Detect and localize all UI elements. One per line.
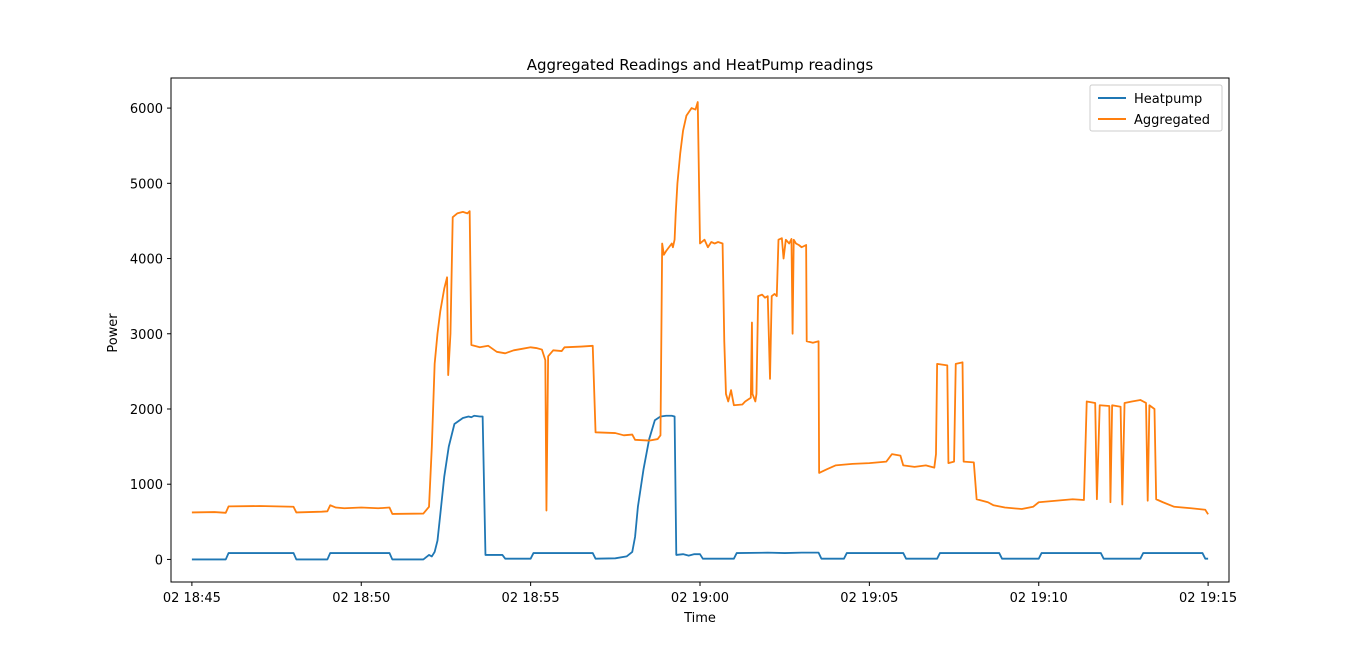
y-tick-label: 2000	[130, 403, 163, 418]
legend: Heatpump Aggregated	[1089, 84, 1223, 132]
x-tick-label: 02 19:15	[1179, 591, 1237, 606]
x-tick-label: 02 19:05	[840, 591, 898, 606]
y-tick-label: 4000	[130, 253, 163, 268]
plot-series-group	[191, 101, 1209, 561]
chart-title: Aggregated Readings and HeatPump reading…	[527, 56, 874, 74]
x-tick-label: 02 18:50	[332, 591, 390, 606]
legend-label-heatpump: Heatpump	[1134, 92, 1202, 107]
series-line-heatpump	[191, 414, 1209, 561]
x-tick-label: 02 19:10	[1010, 591, 1068, 606]
y-tick-label: 3000	[130, 328, 163, 343]
y-tick-label: 6000	[130, 102, 163, 117]
y-tick-label: 5000	[130, 177, 163, 192]
x-tick-label: 02 18:55	[502, 591, 560, 606]
x-tick-label: 02 18:45	[163, 591, 221, 606]
x-axis-label: Time	[683, 611, 716, 626]
y-tick-label: 1000	[130, 478, 163, 493]
x-tick-label: 02 19:00	[671, 591, 729, 606]
legend-label-aggregated: Aggregated	[1134, 113, 1210, 128]
y-tick-label: 0	[155, 553, 163, 568]
x-axis: 02 18:45 02 18:50 02 18:55 02 19:00 02 19:05…	[163, 582, 1237, 606]
series-line-aggregated	[191, 101, 1209, 515]
y-axis-label: Power	[106, 313, 121, 353]
y-axis: 0 1000 2000 3000 4000 5000 6000	[130, 102, 171, 568]
